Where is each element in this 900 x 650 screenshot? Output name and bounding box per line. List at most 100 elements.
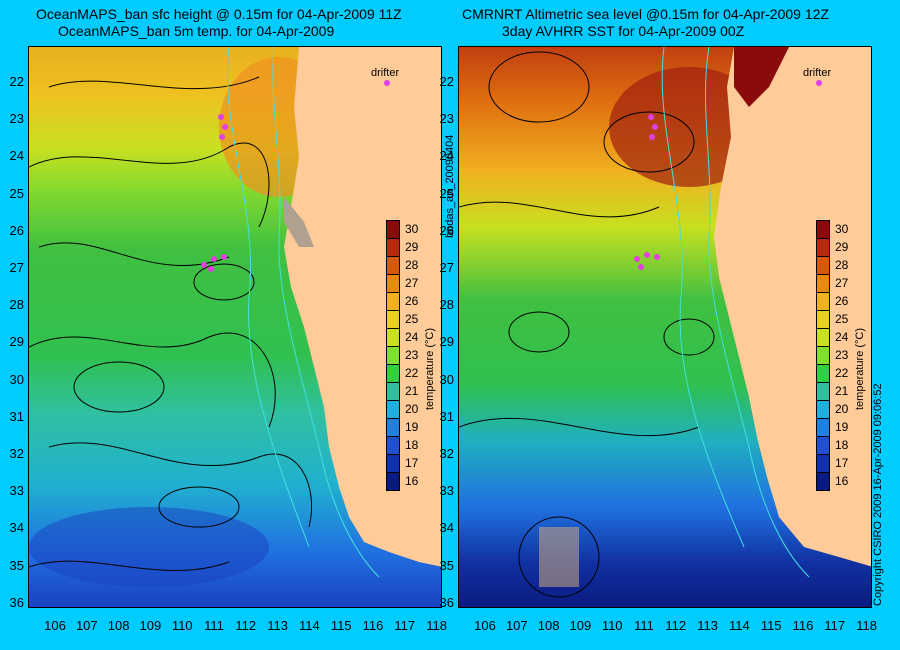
longitude-tick-label: 112 <box>235 618 257 633</box>
longitude-tick-label: 115 <box>760 618 782 633</box>
colorbar-tick-label: 21 <box>405 384 419 398</box>
colorbar-swatch <box>386 400 400 419</box>
colorbar-tick-label: 21 <box>835 384 849 398</box>
latitude-tick-label: 36 <box>9 594 24 610</box>
colorbar-swatch <box>386 436 400 455</box>
colorbar-swatch <box>386 256 400 275</box>
latitude-tick-label: 24 <box>9 148 24 164</box>
longitude-tick-label: 108 <box>537 618 560 633</box>
colorbar-swatch <box>816 436 830 455</box>
longitude-tick-label: 115 <box>330 618 352 633</box>
latitude-tick-label: 36 <box>439 594 454 610</box>
colorbar-tick-label: 30 <box>405 222 419 236</box>
longitude-tick-label: 109 <box>139 618 162 633</box>
latitude-tick-label: 29 <box>439 334 454 350</box>
colorbar-swatch <box>386 328 400 347</box>
longitude-tick-label: 106 <box>474 618 496 633</box>
colorbar-swatch <box>816 382 830 401</box>
bathymetry-contours <box>226 47 380 578</box>
colorbar-tick-label: 24 <box>835 330 849 344</box>
longitude-tick-label: 116 <box>362 618 384 633</box>
colorbar-tick-label: 25 <box>405 312 419 326</box>
title-left: OceanMAPS_ban sfc height @ 0.15m for 04-… <box>36 6 402 40</box>
cloud-gap-patch <box>539 527 579 587</box>
latitude-tick-label: 26 <box>9 222 24 238</box>
latitude-tick-label: 30 <box>439 371 454 387</box>
latitude-tick-label: 23 <box>439 111 454 127</box>
colorbar-tick-label: 18 <box>835 438 849 452</box>
height-contours <box>29 76 313 572</box>
latitude-tick-label: 28 <box>439 297 454 313</box>
longitude-tick-label: 109 <box>569 618 592 633</box>
longitude-tick-label: 113 <box>697 618 718 633</box>
colorbar-tick-label: 28 <box>835 258 849 272</box>
colorbar-tick-label: 17 <box>835 456 849 470</box>
cool-eddy <box>29 507 269 587</box>
longitude-tick-label: 114 <box>729 618 750 633</box>
colorbar-swatch <box>386 364 400 383</box>
latitude-tick-label: 35 <box>439 557 454 573</box>
longitude-tick-label: 111 <box>634 618 654 633</box>
latitude-tick-label: 25 <box>9 185 24 201</box>
colorbar-swatch <box>816 400 830 419</box>
colorbar-tick-label: 24 <box>405 330 419 344</box>
height-contours <box>459 51 715 598</box>
land-mass <box>714 47 871 567</box>
latitude-tick-label: 30 <box>9 371 24 387</box>
latitude-tick-label: 22 <box>439 74 454 89</box>
colorbar-tick-label: 25 <box>835 312 849 326</box>
title-left-line1: OceanMAPS_ban sfc height @ 0.15m for 04-… <box>36 6 402 22</box>
drifter-tracks <box>201 80 390 272</box>
land-mass <box>284 47 441 567</box>
colorbar-tick-label: 26 <box>405 294 419 308</box>
colorbar-tick-label: 19 <box>835 420 849 434</box>
title-right-line1: CMRNRT Altimetric sea level @0.15m for 0… <box>462 6 829 22</box>
colorbar-tick-label: 19 <box>405 420 419 434</box>
colorbar-tick-label: 27 <box>405 276 419 290</box>
colorbar-swatch <box>816 310 830 329</box>
latitude-tick-label: 22 <box>9 74 24 89</box>
colorbar-swatch <box>386 220 400 239</box>
colorbar-swatch <box>386 382 400 401</box>
longitude-tick-label: 112 <box>665 618 687 633</box>
longitude-tick-label: 117 <box>824 618 846 633</box>
dark-land <box>734 47 789 107</box>
colorbar-tick-label: 29 <box>835 240 849 254</box>
longitude-tick-label: 113 <box>267 618 288 633</box>
longitude-tick-label: 107 <box>505 618 528 633</box>
longitude-tick-label: 108 <box>107 618 130 633</box>
longitude-tick-label: 107 <box>75 618 98 633</box>
colorbar-tick-label: 22 <box>835 366 849 380</box>
colorbar-tick-label: 16 <box>405 474 419 488</box>
colorbar-swatch <box>386 238 400 257</box>
latitude-tick-label: 35 <box>9 557 24 573</box>
colorbar-swatch <box>386 472 400 491</box>
map-left-oceanmaps[interactable]: drifter <box>28 46 442 608</box>
colorbar-swatch <box>386 292 400 311</box>
longitude-tick-label: 117 <box>394 618 416 633</box>
map-right-cmrnrt[interactable]: drifter <box>458 46 872 608</box>
drifter-legend-label: drifter <box>371 67 400 79</box>
title-right-line2: 3day AVHRR SST for 04-Apr-2009 00Z <box>502 23 745 39</box>
copyright-label: Copyright CSIRO 2009 16-Apr-2009 09:06:5… <box>872 383 884 606</box>
latitude-tick-label: 24 <box>439 148 454 164</box>
river-delta <box>284 197 314 247</box>
latitude-tick-label: 32 <box>9 446 24 461</box>
longitude-tick-label: 106 <box>44 618 66 633</box>
longitude-tick-label: 111 <box>204 618 224 633</box>
colorbar-tick-label: 26 <box>835 294 849 308</box>
longitude-tick-label: 110 <box>171 618 193 633</box>
longitude-tick-label: 118 <box>426 618 447 633</box>
colorbar-tick-label: 29 <box>405 240 419 254</box>
longitude-tick-label: 118 <box>856 618 877 633</box>
colorbar-tick-label: 22 <box>405 366 419 380</box>
latitude-tick-label: 33 <box>9 483 24 499</box>
colorbar-swatch <box>816 364 830 383</box>
colorbar-tick-label: 18 <box>405 438 419 452</box>
longitude-tick-label: 110 <box>601 618 623 633</box>
colorbar-tick-label: 28 <box>405 258 419 272</box>
longitude-tick-label: 116 <box>792 618 814 633</box>
colorbar-swatch <box>816 328 830 347</box>
colorbar-swatch <box>816 418 830 437</box>
colorbar-swatch <box>386 346 400 365</box>
